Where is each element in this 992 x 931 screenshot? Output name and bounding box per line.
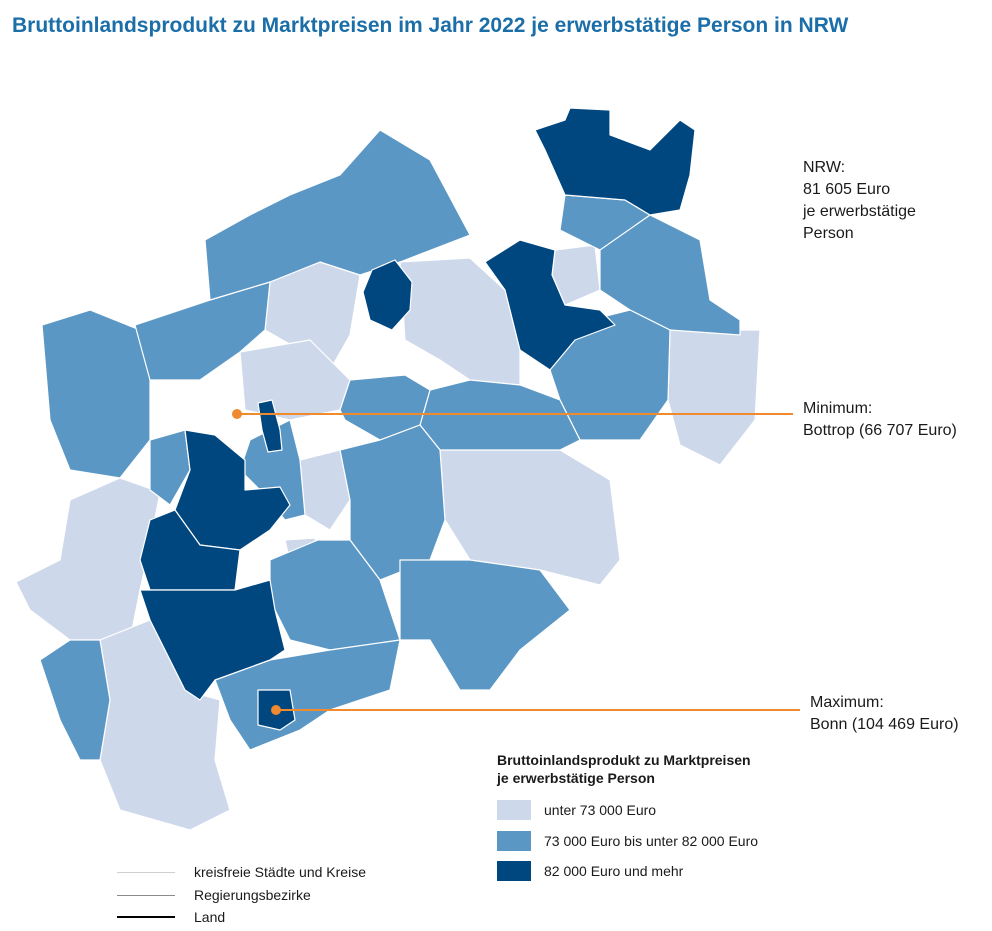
region-wesel-south: [149, 429, 191, 506]
region-duisburg-duesseldorf: [174, 429, 291, 551]
boundary-line-kreise: [117, 871, 175, 873]
minimum-value: Bottrop (66 707 Euro): [803, 422, 957, 439]
boundary-line-land: [117, 916, 175, 918]
legend-item-high: 82 000 Euro und mehr: [497, 860, 683, 882]
boundary-legend-kreise: kreisfreie Städte und Kreise: [117, 862, 366, 882]
region-steinfurt: [204, 129, 471, 301]
nrw-average-line-4: Person: [803, 225, 854, 242]
boundary-line-bezirke: [117, 894, 175, 896]
region-muenster: [362, 259, 413, 331]
boundary-legend-land: Land: [117, 907, 225, 927]
region-lippe: [599, 214, 741, 336]
maximum-value: Bonn (104 469 Euro): [810, 716, 959, 733]
region-koeln-rheinerft: [139, 579, 286, 701]
legend-item-low: unter 73 000 Euro: [497, 799, 656, 821]
legend-swatch-high: [497, 861, 531, 881]
region-guetersloh: [484, 239, 616, 371]
legend-title-line-1: Bruttoinlandsprodukt zu Marktpreisen: [497, 752, 751, 768]
maximum-marker: [271, 705, 281, 715]
legend-swatch-mid: [497, 831, 531, 851]
legend-swatch-low: [497, 800, 531, 820]
region-maerkischer-kreis: [339, 424, 446, 581]
legend-title: Bruttoinlandsprodukt zu Marktpreisen je …: [497, 751, 797, 787]
boundary-label-bezirke: Regierungsbezirke: [194, 887, 311, 903]
legend-label-mid: 73 000 Euro bis unter 82 000 Euro: [544, 833, 759, 849]
minimum-label: Minimum:: [803, 400, 873, 417]
nrw-average-line-1: NRW:: [803, 159, 846, 176]
legend-label-high: 82 000 Euro und mehr: [544, 863, 684, 879]
region-hoexter: [667, 329, 761, 466]
nrw-average-line-3: je erwerbstätige: [803, 203, 916, 220]
boundary-label-land: Land: [194, 909, 226, 925]
legend-label-low: unter 73 000 Euro: [544, 802, 657, 818]
nrw-average-line-2: 81 605 Euro: [803, 181, 891, 198]
maximum-label: Maximum:: [810, 694, 884, 711]
nrw-average-annotation: NRW: 81 605 Euro je erwerbstätige Person: [803, 157, 916, 245]
legend-title-line-2: je erwerbstätige Person: [497, 770, 655, 786]
region-viersen-neuss: [139, 509, 241, 591]
region-aachen: [39, 639, 111, 761]
minimum-annotation: Minimum: Bottrop (66 707 Euro): [803, 398, 957, 442]
legend-item-mid: 73 000 Euro bis unter 82 000 Euro: [497, 830, 758, 852]
maximum-annotation: Maximum: Bonn (104 469 Euro): [810, 692, 959, 736]
boundary-legend-bezirke: Regierungsbezirke: [117, 885, 311, 905]
region-minden-luebbecke: [534, 107, 696, 216]
minimum-marker: [232, 409, 242, 419]
region-kleve-north: [41, 309, 151, 479]
region-hochsauerland: [439, 449, 621, 586]
boundary-label-kreise: kreisfreie Städte und Kreise: [194, 864, 366, 880]
map-title: Bruttoinlandsprodukt zu Marktpreisen im …: [12, 14, 849, 37]
region-kleve-west: [15, 477, 161, 641]
region-olpe-siegen: [399, 559, 571, 691]
